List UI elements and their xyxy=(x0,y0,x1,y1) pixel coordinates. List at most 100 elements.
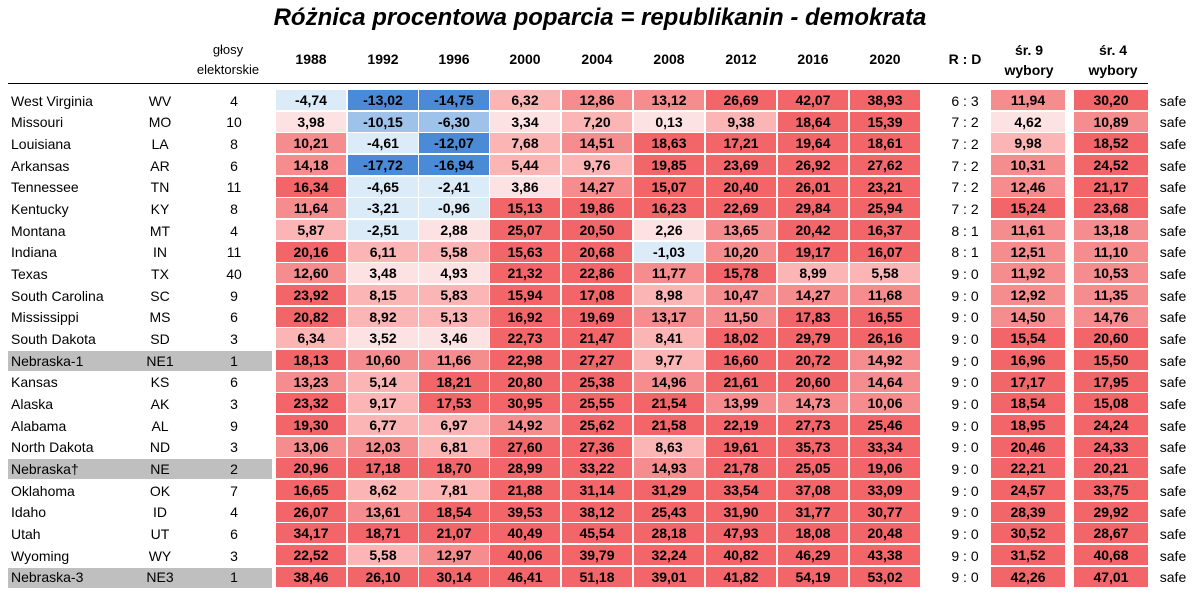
margin-cell: 7,20 xyxy=(562,111,632,132)
margin-cell: 13,23 xyxy=(276,371,346,392)
state-name: Idaho xyxy=(11,504,47,521)
margin-cell: 27,73 xyxy=(778,415,848,436)
margin-cell: 18,71 xyxy=(348,523,418,544)
avg9-cell: 14,50 xyxy=(991,306,1065,327)
state-abbr: NE1 xyxy=(146,352,174,369)
margin-cell: 8,15 xyxy=(348,285,418,306)
margin-cell: 29,79 xyxy=(778,328,848,349)
margin-cell: 21,54 xyxy=(634,393,704,414)
avg4-cell: 20,21 xyxy=(1074,458,1148,479)
electoral-votes: 6 xyxy=(230,374,238,391)
state-abbr: OK xyxy=(149,482,171,499)
margin-cell: 13,06 xyxy=(276,436,346,457)
rd-ratio: 9 : 0 xyxy=(951,460,979,477)
electoral-votes: 3 xyxy=(230,439,238,456)
margin-cell: 23,69 xyxy=(706,155,776,175)
margin-cell: 13,65 xyxy=(706,220,776,241)
margin-cell: 20,50 xyxy=(562,220,632,241)
electoral-votes: 2 xyxy=(230,460,238,477)
margin-cell: -17,72 xyxy=(348,155,418,175)
state-abbr: WY xyxy=(148,547,172,564)
header-year: 2000 xyxy=(509,51,541,67)
state-abbr: NE3 xyxy=(146,569,174,586)
state-abbr: IN xyxy=(153,244,167,261)
state-abbr: TX xyxy=(151,265,169,282)
margin-cell: 16,55 xyxy=(850,306,920,327)
margin-cell: 27,36 xyxy=(562,436,632,457)
header-year: 2020 xyxy=(869,51,901,67)
state-abbr: MS xyxy=(149,309,171,326)
rd-ratio: 9 : 0 xyxy=(951,439,979,456)
state-abbr: MO xyxy=(148,114,172,131)
margin-cell: 11,64 xyxy=(276,198,346,219)
margin-cell: 8,92 xyxy=(348,306,418,327)
electoral-votes: 9 xyxy=(230,287,238,304)
margin-cell: 22,19 xyxy=(706,415,776,436)
margin-cell: 25,94 xyxy=(850,198,920,219)
electoral-votes: 6 xyxy=(230,157,238,174)
margin-cell: 26,10 xyxy=(348,566,418,587)
margin-cell: 5,58 xyxy=(419,241,489,262)
margin-cell: 37,08 xyxy=(778,480,848,501)
header-electoral-line2: elektorskie xyxy=(196,62,260,77)
margin-cell: 38,93 xyxy=(850,90,920,110)
avg9-cell: 15,24 xyxy=(991,198,1065,219)
avg9-cell: 20,46 xyxy=(991,436,1065,457)
avg9-cell: 12,51 xyxy=(991,241,1065,262)
margin-cell: 21,61 xyxy=(706,371,776,392)
rd-ratio: 9 : 0 xyxy=(951,504,979,521)
margin-cell: 15,39 xyxy=(850,111,920,132)
margin-cell: 5,83 xyxy=(419,285,489,306)
margin-cell: 5,44 xyxy=(490,155,560,175)
margin-cell: 8,99 xyxy=(778,263,848,284)
state-name: South Dakota xyxy=(11,330,96,347)
margin-cell: 18,54 xyxy=(419,501,489,522)
margin-cell: 11,77 xyxy=(634,263,704,284)
avg9-cell: 11,94 xyxy=(991,90,1065,110)
avg9-cell: 16,96 xyxy=(991,350,1065,371)
rd-ratio: 7 : 2 xyxy=(951,114,979,131)
margin-cell: 39,79 xyxy=(562,545,632,566)
margin-cell: 18,13 xyxy=(276,350,346,371)
rating-label: safe xyxy=(1159,92,1187,109)
header-rd: R : D xyxy=(948,51,982,67)
margin-cell: 22,98 xyxy=(490,350,560,371)
margin-cell: 7,81 xyxy=(419,480,489,501)
margin-cell: 21,88 xyxy=(490,480,560,501)
margin-cell: 26,16 xyxy=(850,328,920,349)
electoral-votes: 3 xyxy=(230,395,238,412)
margin-cell: 22,73 xyxy=(490,328,560,349)
margin-cell: 14,18 xyxy=(276,155,346,175)
avg4-cell: 11,10 xyxy=(1074,241,1148,262)
margin-cell: 23,32 xyxy=(276,393,346,414)
margin-cell: 39,53 xyxy=(490,501,560,522)
state-name: North Dakota xyxy=(11,439,94,456)
margin-cell: 15,63 xyxy=(490,241,560,262)
state-name: Nebraska-3 xyxy=(11,569,84,586)
margin-cell: 20,96 xyxy=(276,458,346,479)
margin-cell: -14,75 xyxy=(419,90,489,110)
rating-label: safe xyxy=(1159,482,1187,499)
margin-cell: 30,77 xyxy=(850,501,920,522)
header-divider xyxy=(8,83,1148,84)
margin-cell: 30,95 xyxy=(490,393,560,414)
margin-cell: 40,06 xyxy=(490,545,560,566)
margin-cell: 19,85 xyxy=(634,155,704,175)
margin-cell: 27,27 xyxy=(562,350,632,371)
margin-cell: 27,62 xyxy=(850,155,920,175)
rating-label: safe xyxy=(1159,374,1187,391)
state-abbr: TN xyxy=(150,179,170,196)
margin-cell: 6,32 xyxy=(490,90,560,110)
margin-cell: 20,40 xyxy=(706,176,776,197)
margin-cell: 28,99 xyxy=(490,458,560,479)
margin-cell: 11,50 xyxy=(706,306,776,327)
header-year: 1992 xyxy=(367,51,399,67)
avg4-cell: 21,17 xyxy=(1074,176,1148,197)
margin-cell: 26,01 xyxy=(778,176,848,197)
margin-cell: 19,86 xyxy=(562,198,632,219)
state-abbr: NE xyxy=(150,460,170,477)
rd-ratio: 9 : 0 xyxy=(951,309,979,326)
avg9-cell: 17,17 xyxy=(991,371,1065,392)
electoral-votes: 6 xyxy=(230,309,238,326)
margin-cell: 22,86 xyxy=(562,263,632,284)
